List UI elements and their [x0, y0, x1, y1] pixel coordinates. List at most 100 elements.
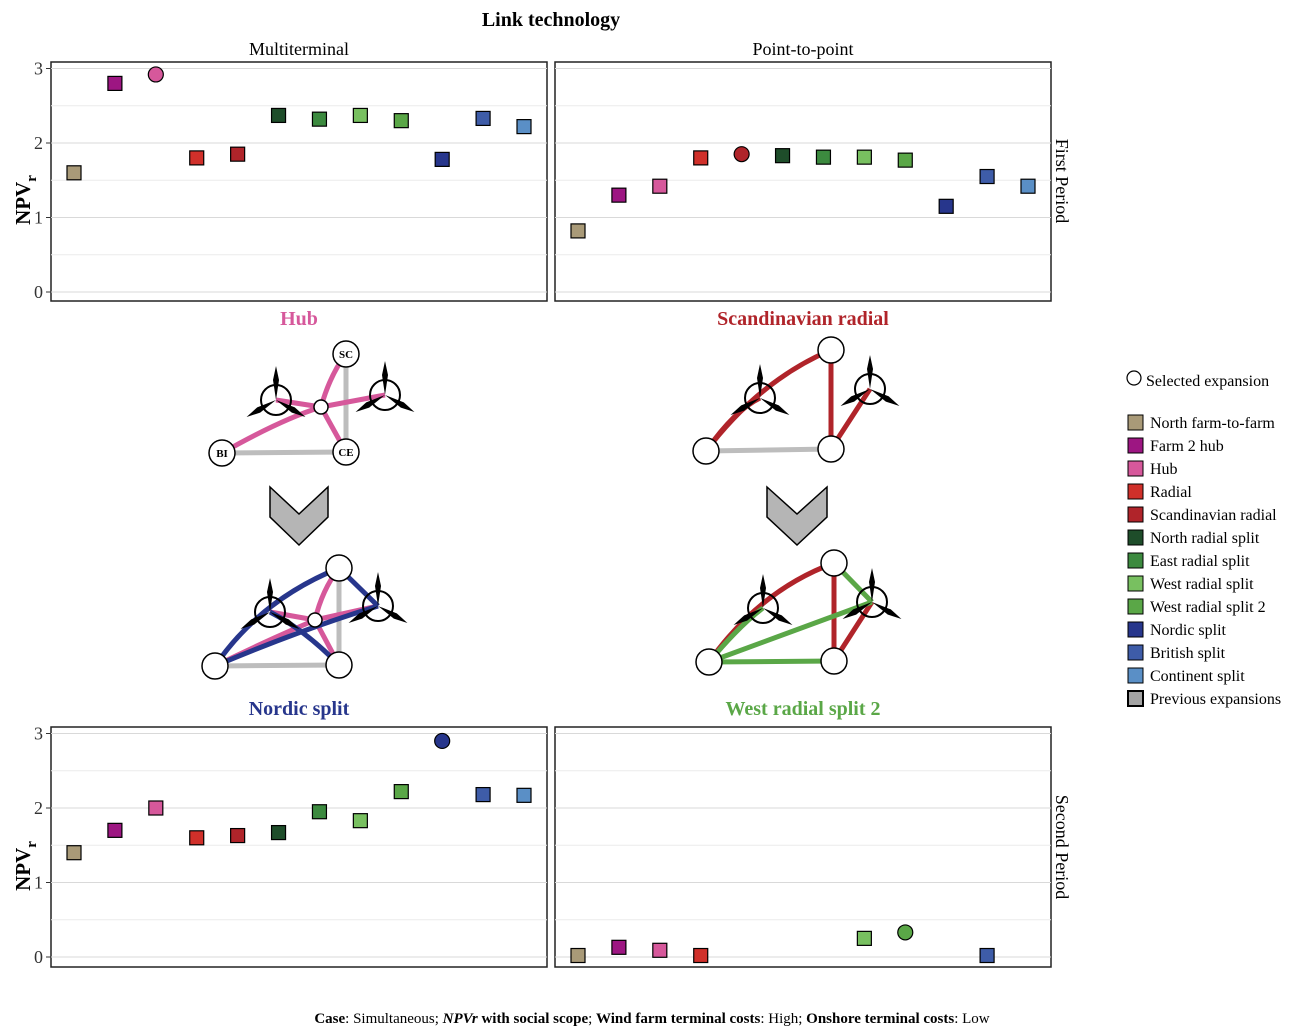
data-point — [230, 146, 246, 162]
network-diagram-scandinavian-radial — [692, 336, 902, 465]
legend-swatch — [1127, 552, 1144, 569]
data-point — [434, 151, 450, 167]
legend-label: Farm 2 hub — [1150, 438, 1224, 455]
legend-label: Scandinavian radial — [1150, 507, 1277, 524]
selected-point — [434, 732, 451, 750]
wind-turbine-icon — [728, 363, 792, 419]
wind-turbine-icon — [238, 577, 302, 633]
data-point — [693, 947, 709, 964]
legend-swatch — [1127, 598, 1144, 615]
caption: Case: Simultaneous; NPVr with social sco… — [314, 1011, 989, 1027]
data-point — [516, 787, 532, 803]
legend-swatch — [1127, 621, 1144, 638]
data-point — [938, 198, 954, 214]
legend-label: West radial split 2 — [1150, 599, 1266, 616]
legend-label: Hub — [1150, 461, 1178, 478]
data-point — [897, 152, 913, 168]
y-tick-label: 1 — [34, 208, 43, 228]
data-point — [393, 113, 409, 129]
data-point — [107, 75, 123, 92]
wind-turbine-icon — [346, 571, 410, 627]
legend-label: North radial split — [1150, 530, 1260, 547]
wind-turbine-icon — [840, 567, 904, 623]
down-chevron-icon — [766, 485, 828, 547]
legend-label: Radial — [1150, 484, 1192, 501]
data-point — [107, 822, 123, 838]
legend-swatch — [1127, 575, 1144, 592]
y-tick-label: 0 — [34, 947, 43, 967]
data-point — [856, 930, 872, 946]
data-point — [352, 107, 368, 124]
wind-turbine-icon — [731, 573, 795, 629]
data-point — [189, 150, 205, 166]
data-point — [475, 786, 491, 803]
legend-label: British split — [1150, 645, 1226, 662]
legend-swatch-previous — [1127, 690, 1144, 707]
y-axes: 0 1 2 3 0 1 2 3 — [34, 59, 51, 967]
legend-swatch — [1127, 506, 1144, 523]
y-tick-label: 1 — [34, 873, 43, 893]
row-label-second-period: Second Period — [1052, 795, 1072, 899]
selected-point — [147, 66, 164, 83]
node-label-sc: SC — [339, 349, 353, 361]
node-label-ce: CE — [338, 447, 353, 459]
y-tick-label: 0 — [34, 282, 43, 302]
node-label-bi: BI — [216, 448, 228, 460]
data-point — [516, 119, 532, 135]
y-tick-label: 3 — [34, 724, 43, 744]
data-point — [652, 178, 668, 194]
data-point — [393, 784, 409, 800]
data-point — [652, 942, 668, 958]
data-point — [1020, 178, 1036, 194]
scenario-title-west-radial-split-2: West radial split 2 — [725, 698, 880, 720]
data-point — [148, 800, 164, 816]
scenario-title-scandinavian-radial: Scandinavian radial — [717, 308, 889, 330]
data-point — [570, 223, 586, 239]
legend-label: North farm-to-farm — [1150, 415, 1275, 432]
y-tick-label: 2 — [34, 798, 43, 818]
legend-label: Nordic split — [1150, 622, 1227, 639]
network-diagram-west-radial-split-2 — [695, 549, 904, 676]
legend-selected-marker — [1126, 370, 1142, 386]
data-point — [475, 110, 491, 127]
data-point — [815, 149, 832, 165]
data-points — [66, 66, 1036, 964]
legend: Selected expansion North farm-to-farm Far… — [1126, 370, 1281, 708]
figure-title: Link technology — [482, 9, 620, 31]
wind-turbine-icon — [838, 354, 902, 410]
scenario-title-nordic-split: Nordic split — [249, 698, 350, 720]
data-point — [189, 830, 205, 846]
data-point — [270, 107, 287, 124]
data-point — [856, 149, 872, 165]
scenario-title-hub: Hub — [280, 308, 318, 330]
selected-point — [897, 924, 914, 941]
y-axis-title-top: NPVr — [11, 175, 40, 225]
data-point — [270, 824, 287, 841]
legend-label: Continent split — [1150, 668, 1245, 685]
y-tick-label: 2 — [34, 133, 43, 153]
row-label-first-period: First Period — [1052, 139, 1072, 224]
y-tick-label: 3 — [34, 59, 43, 79]
data-point — [979, 947, 995, 964]
network-diagram-hub: SC BI CE — [208, 340, 417, 467]
y-axis-title-bottom: NPVr — [11, 841, 40, 891]
down-chevron-icon — [269, 485, 329, 547]
data-point — [66, 165, 82, 181]
panel-frames — [50, 61, 1052, 968]
legend-label: West radial split — [1150, 576, 1254, 593]
column-header-point-to-point: Point-to-point — [752, 39, 853, 59]
legend-swatch — [1127, 667, 1144, 684]
selected-point — [733, 146, 750, 163]
legend-swatch — [1127, 414, 1144, 431]
legend-swatch — [1127, 529, 1144, 546]
legend-label-previous: Previous expansions — [1150, 691, 1281, 708]
data-point — [570, 947, 586, 964]
data-point — [693, 150, 709, 166]
legend-label: East radial split — [1150, 553, 1250, 570]
legend-swatch — [1127, 437, 1144, 454]
wind-turbine-icon — [244, 365, 308, 421]
column-header-multiterminal: Multiterminal — [249, 39, 349, 59]
data-point — [979, 168, 995, 185]
legend-swatch — [1127, 460, 1144, 477]
